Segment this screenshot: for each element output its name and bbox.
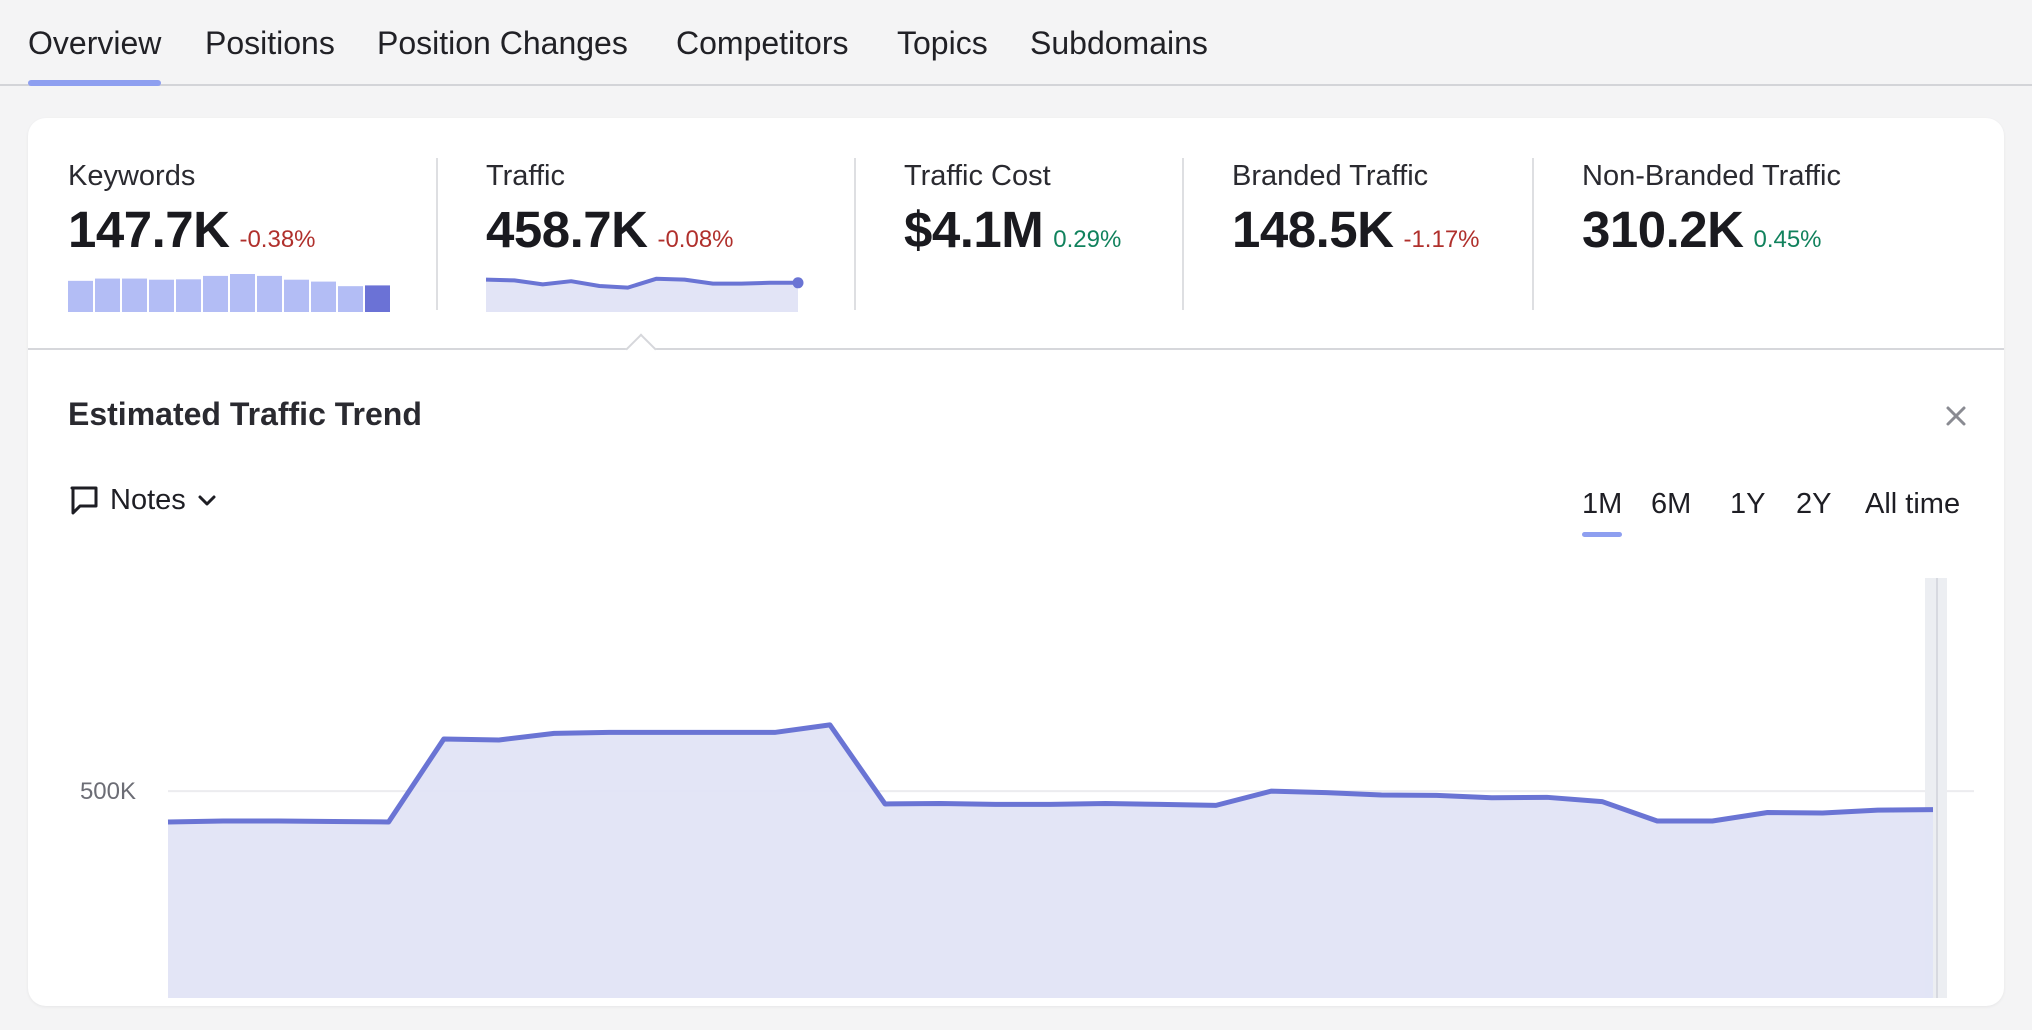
- metric-value: 310.2K: [1582, 201, 1744, 258]
- close-icon: [1946, 406, 1966, 426]
- traffic-trend-chart[interactable]: 0500KJun 2Jun 4Jun 6Jun 8Jun 10Jun 12Jun…: [28, 578, 2004, 998]
- chevron-down-icon: [198, 495, 216, 506]
- keywords-bar: [149, 279, 174, 312]
- metric-non-branded-traffic[interactable]: Non-Branded Traffic 310.2K 0.45%: [1582, 158, 1841, 260]
- notes-dropdown[interactable]: Notes: [68, 478, 218, 522]
- range-6m[interactable]: 6M: [1651, 488, 1692, 520]
- keywords-bar: [68, 280, 93, 312]
- keywords-bar: [311, 281, 336, 312]
- metric-branded-traffic[interactable]: Branded Traffic 148.5K -1.17%: [1232, 158, 1480, 260]
- report-tabs: Overview Positions Position Changes Comp…: [0, 0, 2032, 86]
- range-2y[interactable]: 2Y: [1796, 488, 1832, 520]
- metric-value: $4.1M: [904, 201, 1044, 258]
- traffic-spark-area: [486, 278, 798, 312]
- tab-overview[interactable]: Overview: [28, 20, 162, 86]
- divider: [1532, 158, 1534, 310]
- trend-title: Estimated Traffic Trend: [68, 396, 422, 432]
- comment-icon: [70, 486, 98, 515]
- keywords-bar: [176, 279, 201, 312]
- metric-change: -0.38%: [239, 226, 316, 253]
- keywords-bar: [365, 285, 390, 312]
- metric-value: 147.7K: [68, 201, 230, 258]
- tab-subdomains[interactable]: Subdomains: [1030, 25, 1208, 61]
- metric-value: 148.5K: [1232, 201, 1394, 258]
- keywords-sparkline: [68, 274, 390, 312]
- close-button[interactable]: [1936, 396, 1976, 436]
- notes-label: Notes: [110, 483, 186, 516]
- metric-change: -1.17%: [1403, 226, 1480, 253]
- keywords-bar: [284, 279, 309, 312]
- range-1m[interactable]: 1M: [1582, 488, 1623, 537]
- traffic-sparkline: [486, 276, 804, 312]
- keywords-bar: [338, 286, 363, 312]
- traffic-spark-dot: [792, 277, 804, 289]
- range-all-time[interactable]: All time: [1865, 488, 1961, 520]
- metric-label: Traffic Cost: [904, 160, 1051, 192]
- metric-label: Traffic: [486, 160, 565, 192]
- keywords-bar: [230, 274, 255, 312]
- divider: [436, 158, 438, 310]
- tab-position-changes[interactable]: Position Changes: [377, 25, 628, 61]
- divider: [1182, 158, 1184, 310]
- tab-topics[interactable]: Topics: [897, 25, 988, 61]
- tab-positions[interactable]: Positions: [205, 25, 335, 61]
- keywords-bar: [257, 275, 282, 312]
- metrics-bar: Keywords 147.7K -0.38% Traffic 458.7K -0…: [28, 118, 2004, 350]
- traffic-spark-line: [486, 276, 798, 290]
- metric-change: 0.45%: [1753, 226, 1822, 253]
- metric-change: -0.08%: [657, 226, 734, 253]
- metric-label: Non-Branded Traffic: [1582, 160, 1841, 192]
- keywords-bar: [95, 278, 120, 312]
- range-1y[interactable]: 1Y: [1730, 488, 1766, 520]
- keywords-bar: [122, 278, 147, 312]
- metric-value: 458.7K: [486, 201, 648, 258]
- metric-change: 0.29%: [1053, 226, 1122, 253]
- y-tick-label: 500K: [80, 778, 136, 805]
- metric-label: Keywords: [68, 160, 196, 192]
- traffic-area: [168, 724, 1933, 998]
- traffic-line: [167, 722, 1934, 825]
- keywords-bar: [203, 275, 228, 312]
- metric-label: Branded Traffic: [1232, 160, 1429, 192]
- metric-traffic[interactable]: Traffic 458.7K -0.08%: [486, 158, 734, 260]
- metric-traffic-cost[interactable]: Traffic Cost $4.1M 0.29%: [904, 158, 1121, 260]
- divider: [854, 158, 856, 310]
- tab-competitors[interactable]: Competitors: [676, 25, 849, 61]
- metric-keywords[interactable]: Keywords 147.7K -0.38%: [68, 158, 316, 260]
- overview-card: Keywords 147.7K -0.38% Traffic 458.7K -0…: [28, 118, 2004, 1006]
